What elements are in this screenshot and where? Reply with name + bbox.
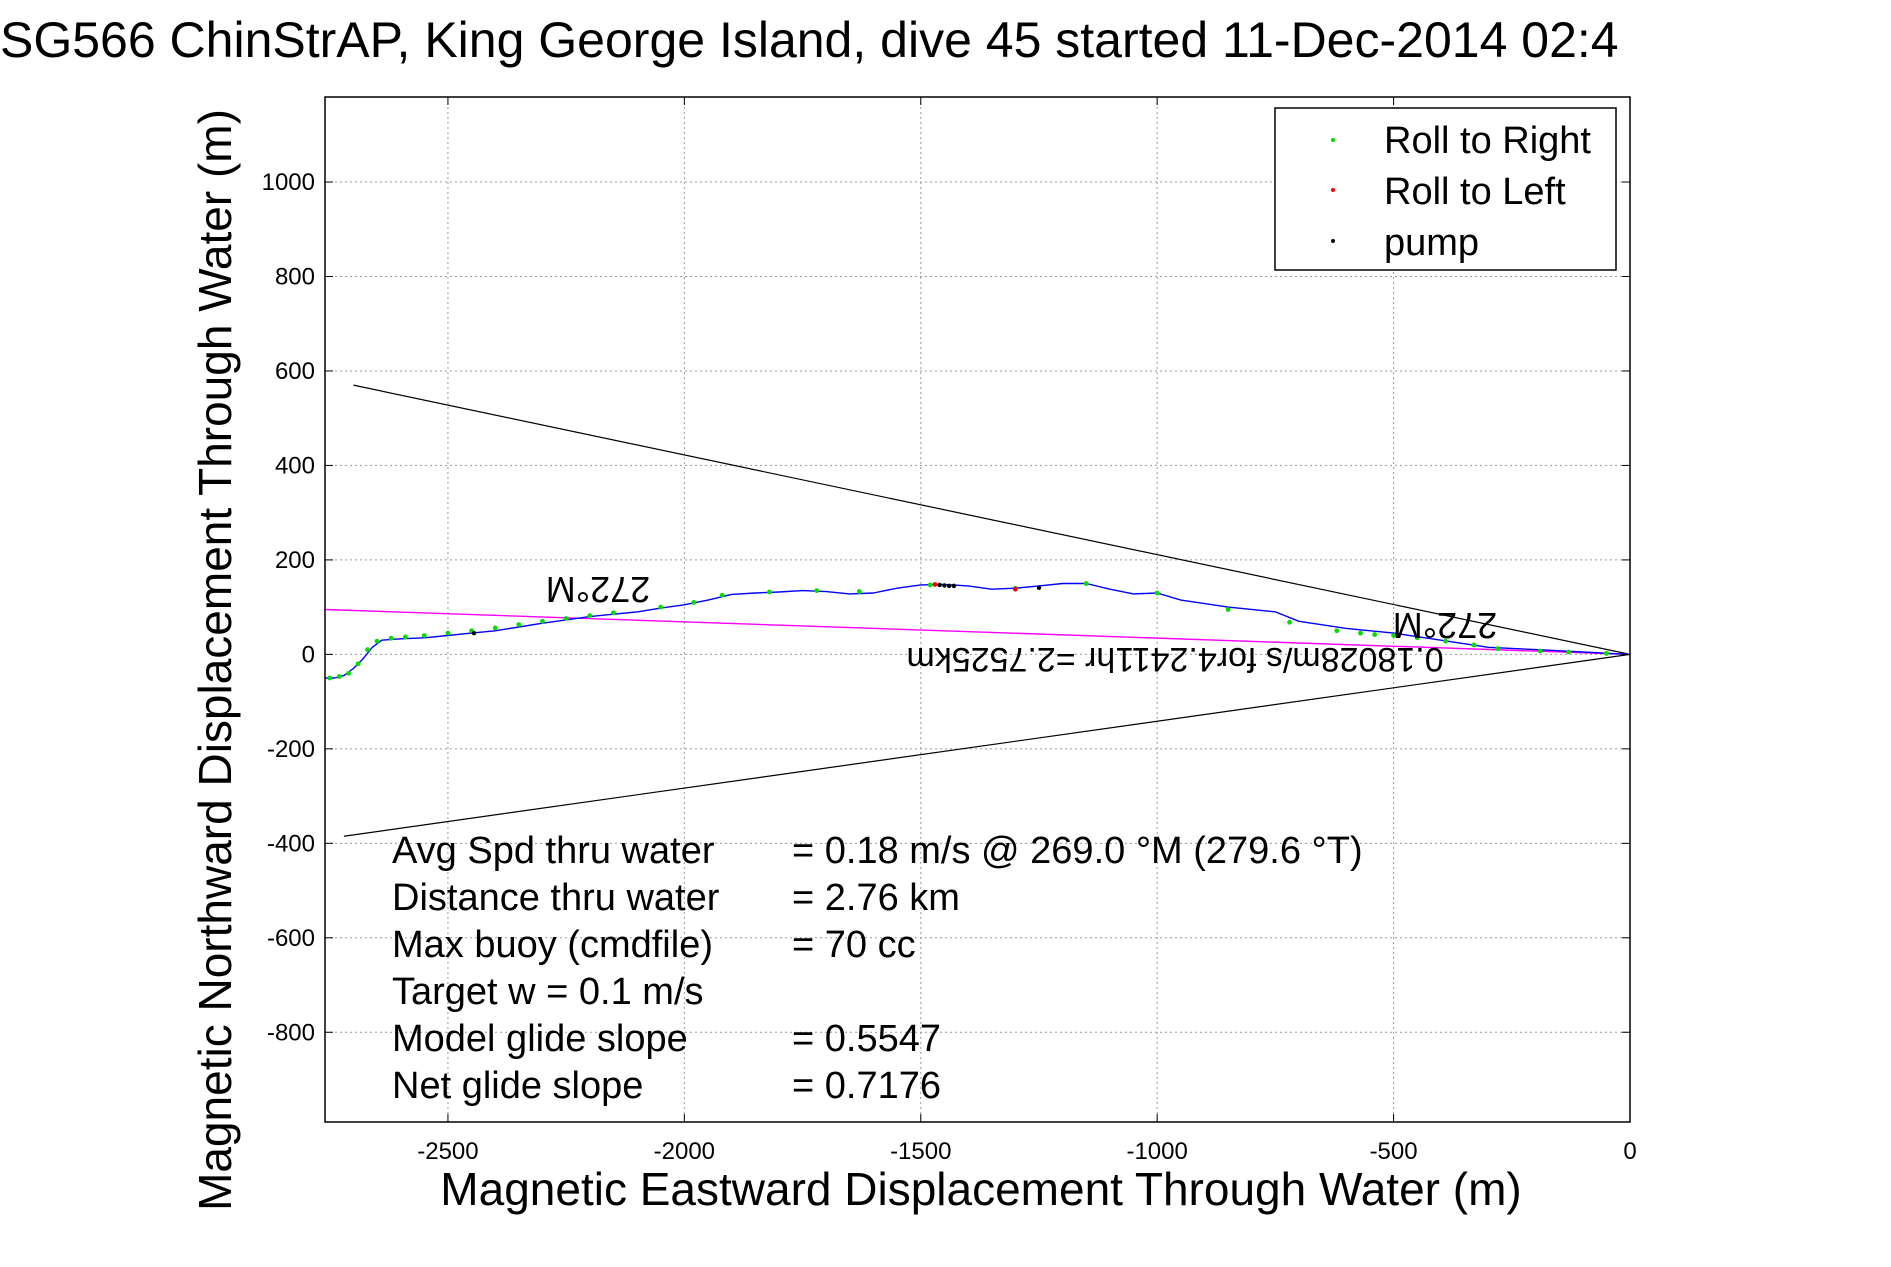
legend-label-roll-right: Roll to Right: [1384, 120, 1591, 162]
roll-left-point: [1012, 586, 1018, 592]
legend-label-pump: pump: [1384, 222, 1479, 264]
pump-point: [471, 630, 477, 636]
roll-right-point: [1372, 632, 1378, 637]
plot-frame: [324, 96, 1631, 1123]
y-tick-label: -200: [267, 736, 315, 763]
stat-value-avg-speed: = 0.18 m/s @ 269.0 °M (279.6 °T): [792, 830, 1363, 872]
cone-line-upper: [353, 384, 1631, 655]
roll-right-point: [587, 613, 593, 619]
roll-right-point: [355, 661, 361, 667]
x-tick-label: -1500: [890, 1138, 951, 1165]
roll-right-point: [611, 610, 616, 616]
roll-right-point: [346, 670, 352, 676]
heading-label-far: 272°M: [546, 569, 650, 610]
y-tick-label: -800: [267, 1019, 315, 1046]
roll-right-point: [327, 675, 333, 681]
roll-right-point: [492, 625, 498, 631]
x-axis-label: Magnetic Eastward Displacement Through W…: [440, 1163, 1521, 1215]
roll-right-point: [814, 588, 820, 594]
pump-point: [942, 583, 947, 588]
roll-right-point: [421, 633, 427, 638]
roll-right-point: [1443, 638, 1448, 644]
roll-right-point: [365, 647, 370, 653]
roll-right-point: [1471, 642, 1477, 648]
y-tick-label: 600: [275, 358, 315, 385]
roll-right-point: [516, 622, 522, 628]
legend-marker-roll-right: [1331, 138, 1335, 142]
roll-right-point: [719, 592, 725, 598]
distance-label: 0.18028m/s for4.2411hr =2.7525km: [906, 640, 1443, 678]
heading-line: [324, 608, 1631, 656]
y-tick-label: -400: [267, 830, 315, 857]
roll-right-point: [1287, 619, 1292, 625]
roll-right-point: [1603, 651, 1609, 656]
heading-label-near: 272°M: [1393, 605, 1497, 646]
stats-block: Avg Spd thru water = 0.18 m/s @ 269.0 °M…: [392, 830, 1363, 1107]
x-tick-label: 0: [1623, 1138, 1636, 1165]
roll-right-point: [691, 600, 697, 605]
annotations: 272°M 272°M 0.18028m/s for4.2411hr =2.75…: [546, 569, 1497, 678]
roll-right-point: [540, 618, 545, 624]
marker-layer: [327, 581, 1609, 681]
roll-right-point: [1083, 581, 1089, 586]
pump-point: [946, 583, 952, 589]
roll-right-point: [658, 604, 664, 610]
stat-value-model-glide: = 0.5547: [792, 1018, 941, 1060]
roll-right-point: [856, 589, 862, 594]
roll-right-point: [388, 635, 394, 641]
roll-right-point: [336, 674, 342, 679]
roll-right-point: [402, 634, 408, 640]
y-tick-label: 0: [302, 641, 315, 668]
roll-right-point: [563, 616, 569, 621]
y-axis-label: Magnetic Northward Displacement Through …: [189, 109, 241, 1211]
roll-right-point: [1154, 590, 1160, 596]
roll-right-point: [1495, 646, 1501, 652]
roll-right-point: [1391, 633, 1396, 638]
track-layer: [325, 582, 1631, 679]
stat-label-max-buoy: Max buoy (cmdfile): [392, 924, 713, 966]
roll-right-point: [767, 589, 772, 595]
roll-right-point: [445, 630, 451, 636]
chart-title: SG566 ChinStrAP, King George Island, div…: [0, 12, 1619, 68]
pump-point: [937, 582, 942, 588]
roll-left-point: [932, 582, 938, 587]
legend-marker-pump: [1331, 239, 1335, 243]
roll-right-point: [1334, 628, 1340, 634]
x-tick-label: -500: [1370, 1138, 1418, 1165]
y-tick-label: 1000: [262, 169, 315, 196]
stat-label-avg-speed: Avg Spd thru water: [392, 830, 715, 872]
roll-right-point: [927, 582, 933, 588]
stat-value-max-buoy: = 70 cc: [792, 924, 916, 966]
track-line: [325, 582, 1631, 679]
pump-point: [951, 583, 957, 589]
stat-label-target-w: Target w = 0.1 m/s: [392, 971, 704, 1013]
roll-right-point: [1537, 648, 1543, 654]
y-tick-label: 200: [275, 547, 315, 574]
axis-ticks: -2500 -2000 -1500 -1000 -500 0100080060040020…: [262, 97, 1637, 1165]
y-tick-label: -600: [267, 925, 315, 952]
stat-value-net-glide: = 0.7176: [792, 1065, 941, 1107]
stat-label-net-glide: Net glide slope: [392, 1065, 643, 1107]
x-tick-label: -1000: [1126, 1138, 1187, 1165]
legend: Roll to Right Roll to Left pump: [1274, 107, 1617, 271]
cone-line-lower: [343, 653, 1631, 837]
roll-right-point: [1358, 630, 1363, 636]
roll-right-point: [1566, 649, 1571, 655]
y-tick-label: 400: [275, 452, 315, 479]
x-tick-label: -2000: [654, 1138, 715, 1165]
roll-right-point: [374, 638, 380, 644]
stat-value-distance: = 2.76 km: [792, 877, 960, 919]
pump-point: [1036, 585, 1042, 590]
stat-label-model-glide: Model glide slope: [392, 1018, 688, 1060]
legend-label-roll-left: Roll to Left: [1384, 171, 1566, 213]
guide-lines: [324, 384, 1631, 837]
x-tick-label: -2500: [417, 1138, 478, 1165]
roll-right-point: [1414, 635, 1420, 641]
roll-right-point: [1225, 607, 1231, 612]
stat-label-distance: Distance thru water: [392, 877, 720, 919]
y-tick-label: 800: [275, 263, 315, 290]
legend-marker-roll-left: [1331, 188, 1335, 192]
